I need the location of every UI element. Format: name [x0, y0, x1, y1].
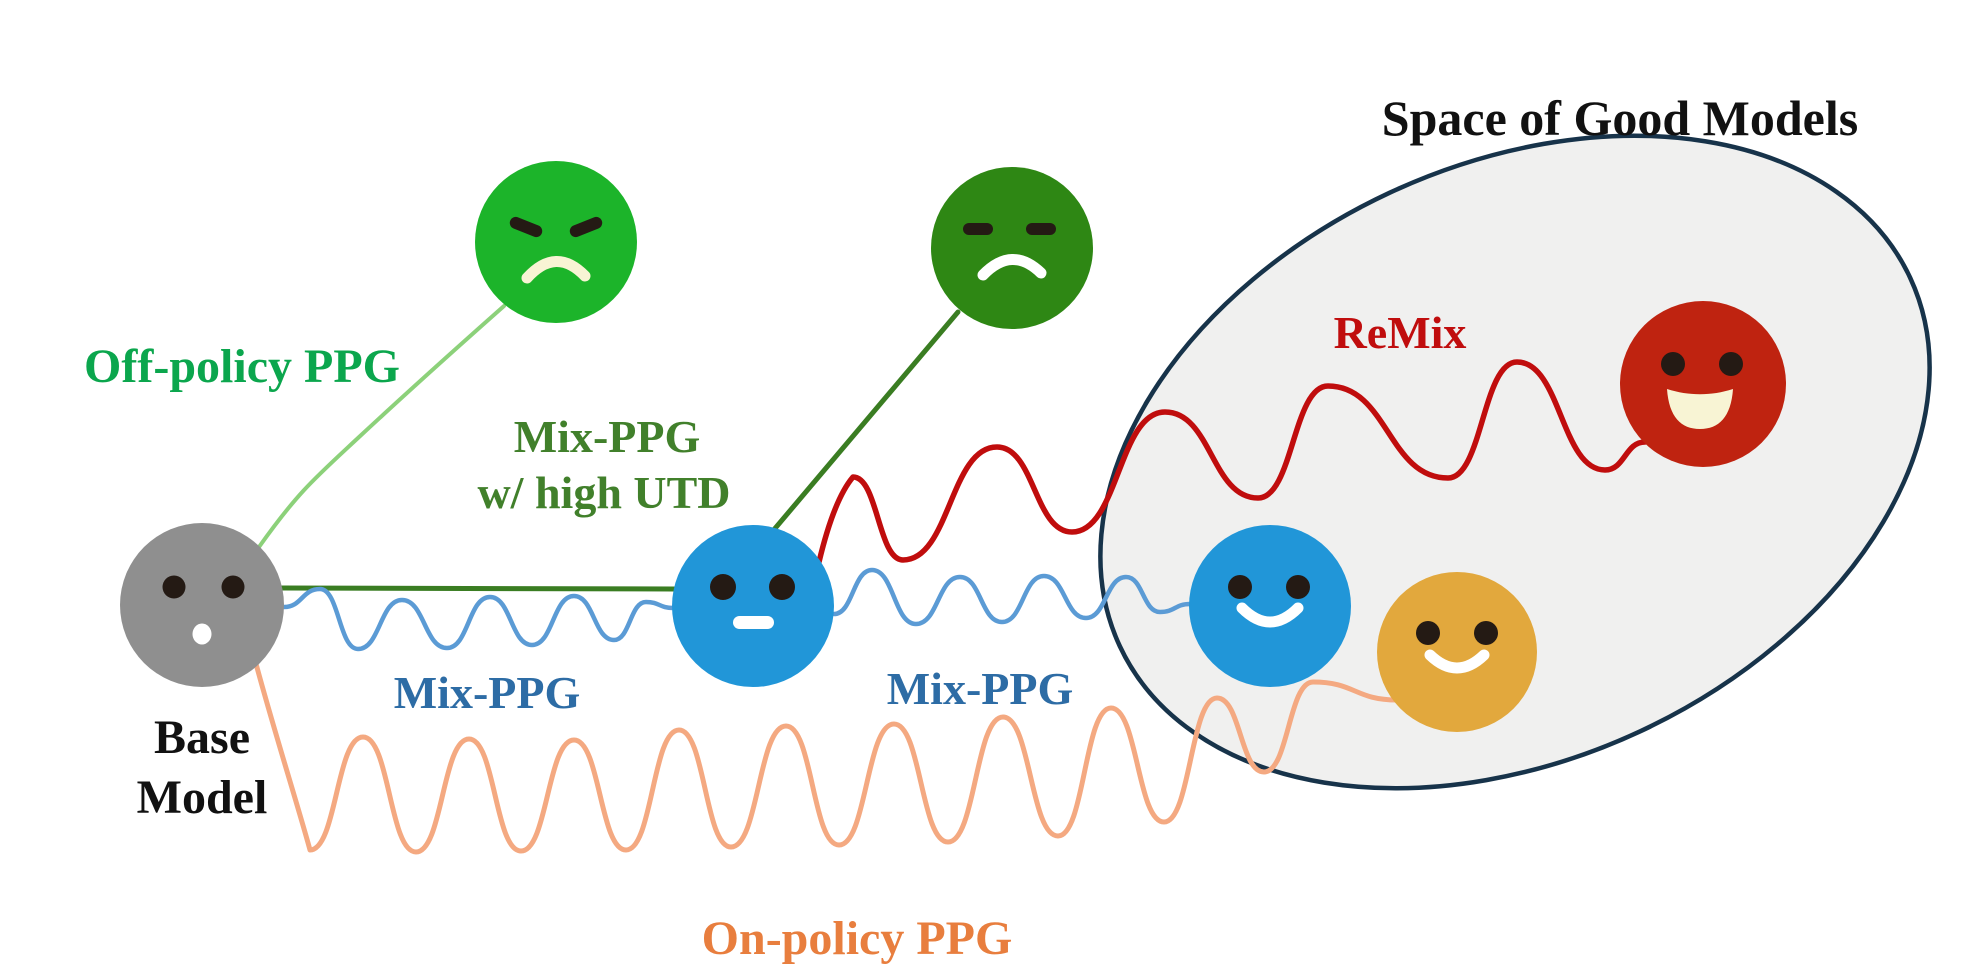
off-policy-ppg-path: [257, 304, 506, 549]
remix-face: [1620, 301, 1786, 467]
eyes: [162, 575, 245, 599]
eye: [1719, 352, 1743, 376]
smile-mouth: [1424, 649, 1490, 674]
remix-path: [816, 359, 1648, 565]
eyes: [1416, 621, 1498, 645]
mix-ppg-high-utd-path-segment-2: [769, 309, 961, 535]
frown-mouth: [977, 254, 1047, 281]
on-policy-ppg-path: [252, 657, 1400, 855]
mix-ppg-label-2: Mix-PPG: [887, 663, 1074, 714]
eye: [963, 223, 993, 235]
face-circle: [475, 161, 637, 323]
angry-brows: [509, 216, 603, 238]
good-models-title: Space of Good Models: [1382, 90, 1858, 146]
eye: [1416, 621, 1440, 645]
face-circle: [1377, 572, 1537, 732]
off-policy-ppg-face: [475, 161, 637, 323]
base-model-label-line2: Model: [137, 771, 268, 824]
eyes: [1661, 352, 1743, 376]
face-circle: [120, 523, 284, 687]
base-model-label-line1: Base: [154, 711, 250, 764]
eye: [221, 575, 245, 599]
eye: [1286, 575, 1310, 599]
eye: [710, 574, 736, 600]
closed-eyes: [963, 223, 1056, 235]
mix-ppg-label-1: Mix-PPG: [394, 667, 581, 718]
mix-ppg-high-utd-path-segment-1: [279, 585, 677, 592]
mix-ppg-good-face: [1189, 525, 1351, 687]
brow: [569, 216, 603, 238]
eye: [162, 575, 186, 599]
eye: [1026, 223, 1056, 235]
smile-mouth: [1236, 602, 1304, 628]
off-policy-ppg-label: Off-policy PPG: [84, 340, 400, 393]
face-circle: [1620, 301, 1786, 467]
open-smile-mouth: [1667, 389, 1733, 429]
on-policy-ppg-label: On-policy PPG: [702, 912, 1013, 965]
face-circle: [1189, 525, 1351, 687]
eyes: [1228, 575, 1310, 599]
eye: [1474, 621, 1498, 645]
remix-label: ReMix: [1334, 307, 1467, 358]
eye: [1228, 575, 1252, 599]
neutral-mouth: [733, 616, 774, 629]
face-circle: [672, 525, 834, 687]
frown-mouth: [521, 256, 591, 284]
surprised-mouth: [192, 623, 212, 645]
eye: [769, 574, 795, 600]
on-policy-ppg-face: [1377, 572, 1537, 732]
mix-ppg-intermediate-face: [672, 525, 834, 687]
mix-ppg-high-utd-face: [931, 167, 1093, 329]
mix-ppg-path-segment-2: [831, 567, 1193, 627]
mix-ppg-path-segment-1: [281, 586, 676, 652]
base-model-face: [120, 523, 284, 687]
mix-ppg-utd-label-line2: w/ high UTD: [477, 467, 730, 518]
brow: [509, 216, 543, 238]
eyes: [710, 574, 795, 600]
mix-ppg-utd-label-line1: Mix-PPG: [514, 411, 701, 462]
face-circle: [931, 167, 1093, 329]
eye: [1661, 352, 1685, 376]
